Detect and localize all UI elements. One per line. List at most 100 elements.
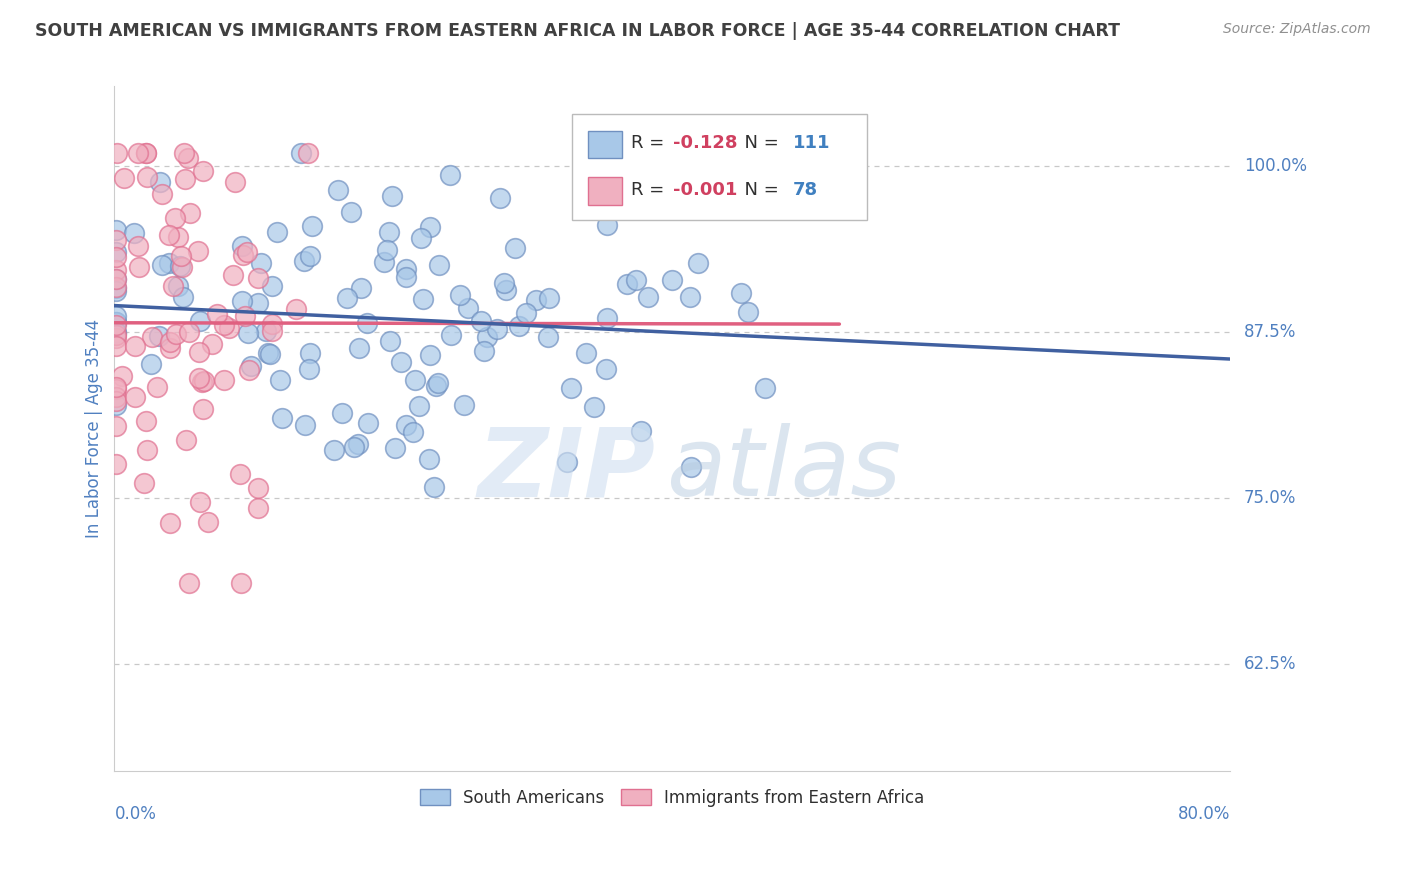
- Point: [104, 223, 127, 237]
- Point: [330, 406, 353, 420]
- Point: [193, 164, 215, 178]
- Point: [246, 481, 269, 495]
- Point: [524, 293, 547, 307]
- Point: [284, 301, 307, 316]
- Point: [298, 361, 321, 376]
- Point: [457, 301, 479, 315]
- Point: [124, 227, 146, 241]
- Text: 75.0%: 75.0%: [1244, 490, 1296, 508]
- Point: [221, 268, 243, 283]
- Point: [381, 189, 404, 203]
- Point: [679, 459, 702, 474]
- Point: [104, 272, 127, 286]
- Text: SOUTH AMERICAN VS IMMIGRANTS FROM EASTERN AFRICA IN LABOR FORCE | AGE 35-44 CORR: SOUTH AMERICAN VS IMMIGRANTS FROM EASTER…: [35, 22, 1121, 40]
- Point: [271, 410, 294, 425]
- Text: ZIP: ZIP: [478, 423, 655, 516]
- Point: [260, 324, 283, 338]
- Point: [224, 175, 246, 189]
- Point: [404, 373, 426, 387]
- Point: [377, 243, 399, 257]
- Point: [104, 310, 127, 324]
- Point: [124, 338, 146, 352]
- Point: [246, 501, 269, 516]
- Point: [104, 331, 127, 345]
- Point: [104, 272, 127, 286]
- Point: [429, 258, 451, 272]
- Text: 100.0%: 100.0%: [1244, 157, 1306, 175]
- Point: [637, 290, 659, 304]
- Text: -0.001: -0.001: [673, 181, 738, 199]
- Point: [104, 457, 127, 471]
- Point: [187, 244, 209, 258]
- Point: [257, 346, 280, 360]
- Point: [163, 211, 186, 225]
- Point: [537, 291, 560, 305]
- Text: N =: N =: [734, 181, 785, 199]
- Text: R =: R =: [631, 181, 669, 199]
- Point: [269, 373, 291, 387]
- Point: [292, 253, 315, 268]
- Point: [301, 219, 323, 234]
- Point: [402, 425, 425, 439]
- Point: [688, 256, 710, 270]
- Point: [197, 516, 219, 530]
- Point: [141, 330, 163, 344]
- Point: [347, 342, 370, 356]
- Point: [104, 398, 127, 412]
- Point: [596, 219, 619, 233]
- Point: [159, 341, 181, 355]
- Point: [104, 315, 127, 329]
- Point: [350, 281, 373, 295]
- Point: [236, 245, 259, 260]
- Point: [238, 363, 260, 377]
- Point: [661, 273, 683, 287]
- Point: [104, 318, 127, 332]
- Point: [260, 279, 283, 293]
- Point: [373, 255, 395, 269]
- Text: 111: 111: [793, 134, 830, 153]
- Point: [104, 279, 127, 293]
- Point: [136, 442, 159, 457]
- Point: [174, 434, 197, 448]
- Point: [229, 576, 252, 591]
- Point: [595, 361, 617, 376]
- Text: 80.0%: 80.0%: [1177, 805, 1230, 823]
- Point: [149, 175, 172, 189]
- Point: [537, 330, 560, 344]
- Point: [150, 258, 173, 272]
- Point: [104, 233, 127, 247]
- Point: [557, 455, 579, 469]
- Point: [294, 417, 316, 432]
- Point: [616, 277, 638, 292]
- Point: [169, 260, 191, 274]
- Point: [575, 346, 598, 360]
- Point: [409, 231, 432, 245]
- Point: [218, 321, 240, 335]
- Point: [378, 226, 401, 240]
- Point: [297, 145, 319, 160]
- Point: [105, 145, 128, 160]
- Point: [515, 306, 537, 320]
- Point: [231, 239, 253, 253]
- Point: [485, 322, 508, 336]
- Point: [299, 249, 322, 263]
- Point: [240, 359, 263, 373]
- Point: [169, 249, 191, 263]
- Point: [492, 276, 515, 290]
- Point: [233, 309, 256, 323]
- Point: [323, 443, 346, 458]
- Point: [254, 324, 277, 338]
- Point: [259, 347, 281, 361]
- Point: [104, 339, 127, 353]
- Text: 62.5%: 62.5%: [1244, 656, 1296, 673]
- Point: [159, 334, 181, 349]
- Point: [167, 230, 190, 244]
- Point: [384, 441, 406, 455]
- Point: [425, 379, 447, 393]
- Text: Source: ZipAtlas.com: Source: ZipAtlas.com: [1223, 22, 1371, 37]
- Point: [560, 381, 582, 395]
- Point: [449, 288, 471, 302]
- Point: [174, 171, 197, 186]
- Point: [582, 400, 605, 414]
- Point: [193, 401, 215, 416]
